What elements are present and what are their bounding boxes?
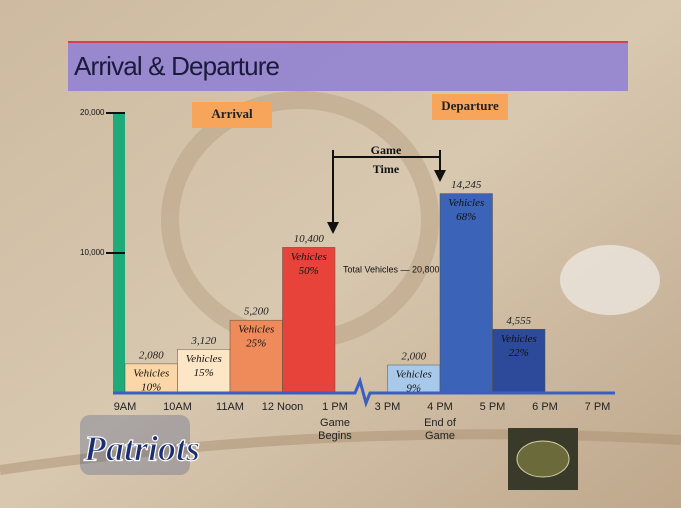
chart-title: Arrival & Departure bbox=[74, 51, 280, 81]
x-tick-label: 12 Noon bbox=[262, 401, 304, 413]
bar-label: Vehicles bbox=[133, 367, 169, 379]
value-label: 2,080 bbox=[139, 349, 164, 361]
bar-label: Vehicles bbox=[501, 333, 537, 345]
game-time-bracket bbox=[332, 150, 441, 222]
annotation: Game bbox=[371, 143, 402, 157]
y-tick-label: 20,000 bbox=[80, 108, 105, 117]
bar bbox=[387, 364, 441, 394]
x-tick-sublabel: Game bbox=[425, 430, 455, 442]
value-label: 4,555 bbox=[506, 315, 531, 327]
x-tick-label: 3 PM bbox=[375, 401, 401, 413]
legend-box bbox=[432, 94, 508, 120]
bar-label: 10% bbox=[141, 381, 161, 393]
x-tick-sublabel: End of bbox=[424, 417, 457, 429]
legend-label: Departure bbox=[441, 98, 499, 113]
bar bbox=[439, 193, 493, 394]
x-tick-label: 5 PM bbox=[480, 401, 506, 413]
x-tick-sublabel: Game bbox=[320, 417, 350, 429]
bar-label: Vehicles bbox=[396, 369, 432, 381]
annotation: Time bbox=[373, 162, 400, 176]
legend-label: Arrival bbox=[211, 106, 253, 121]
x-tick-label: 6 PM bbox=[532, 401, 558, 413]
x-tick-sublabel: Begins bbox=[318, 430, 352, 442]
annotation: Total Vehicles — 20,800 bbox=[343, 264, 440, 274]
bar-label: 50% bbox=[299, 265, 319, 277]
bar-label: 68% bbox=[456, 211, 476, 223]
logo-backdrop bbox=[80, 415, 190, 475]
bar-label: Vehicles bbox=[448, 197, 484, 209]
value-label: 3,120 bbox=[190, 335, 216, 347]
value-label: 14,245 bbox=[451, 179, 482, 191]
logo: Patriots bbox=[83, 428, 200, 468]
x-tick-label: 1 PM bbox=[322, 401, 348, 413]
bar-label: Vehicles bbox=[238, 324, 274, 336]
bar bbox=[229, 319, 283, 394]
bar bbox=[177, 349, 231, 394]
value-label: 2,000 bbox=[401, 351, 426, 363]
value-label: 10,400 bbox=[294, 233, 325, 245]
bar bbox=[282, 247, 336, 394]
x-tick-label: 11AM bbox=[216, 401, 244, 413]
bar-label: Vehicles bbox=[291, 251, 327, 263]
value-label: 5,200 bbox=[244, 306, 269, 318]
bar bbox=[492, 328, 546, 394]
title-band bbox=[68, 43, 628, 91]
x-tick-label: 9AM bbox=[114, 401, 137, 413]
x-tick-label: 10AM bbox=[163, 401, 192, 413]
bar-label: Vehicles bbox=[186, 353, 222, 365]
stadium-image-detail bbox=[516, 440, 570, 478]
bar-label: 22% bbox=[509, 347, 529, 359]
bar-label: 15% bbox=[194, 367, 214, 379]
photo-spot bbox=[560, 245, 660, 315]
bar-label: 25% bbox=[246, 338, 266, 350]
x-tick-label: 4 PM bbox=[427, 401, 453, 413]
bar bbox=[124, 363, 178, 394]
photo-road bbox=[0, 429, 681, 475]
x-tick-label: 7 PM bbox=[585, 401, 611, 413]
y-tick-label: 10,000 bbox=[80, 248, 105, 257]
x-axis bbox=[113, 376, 615, 408]
legend-box bbox=[192, 102, 272, 128]
